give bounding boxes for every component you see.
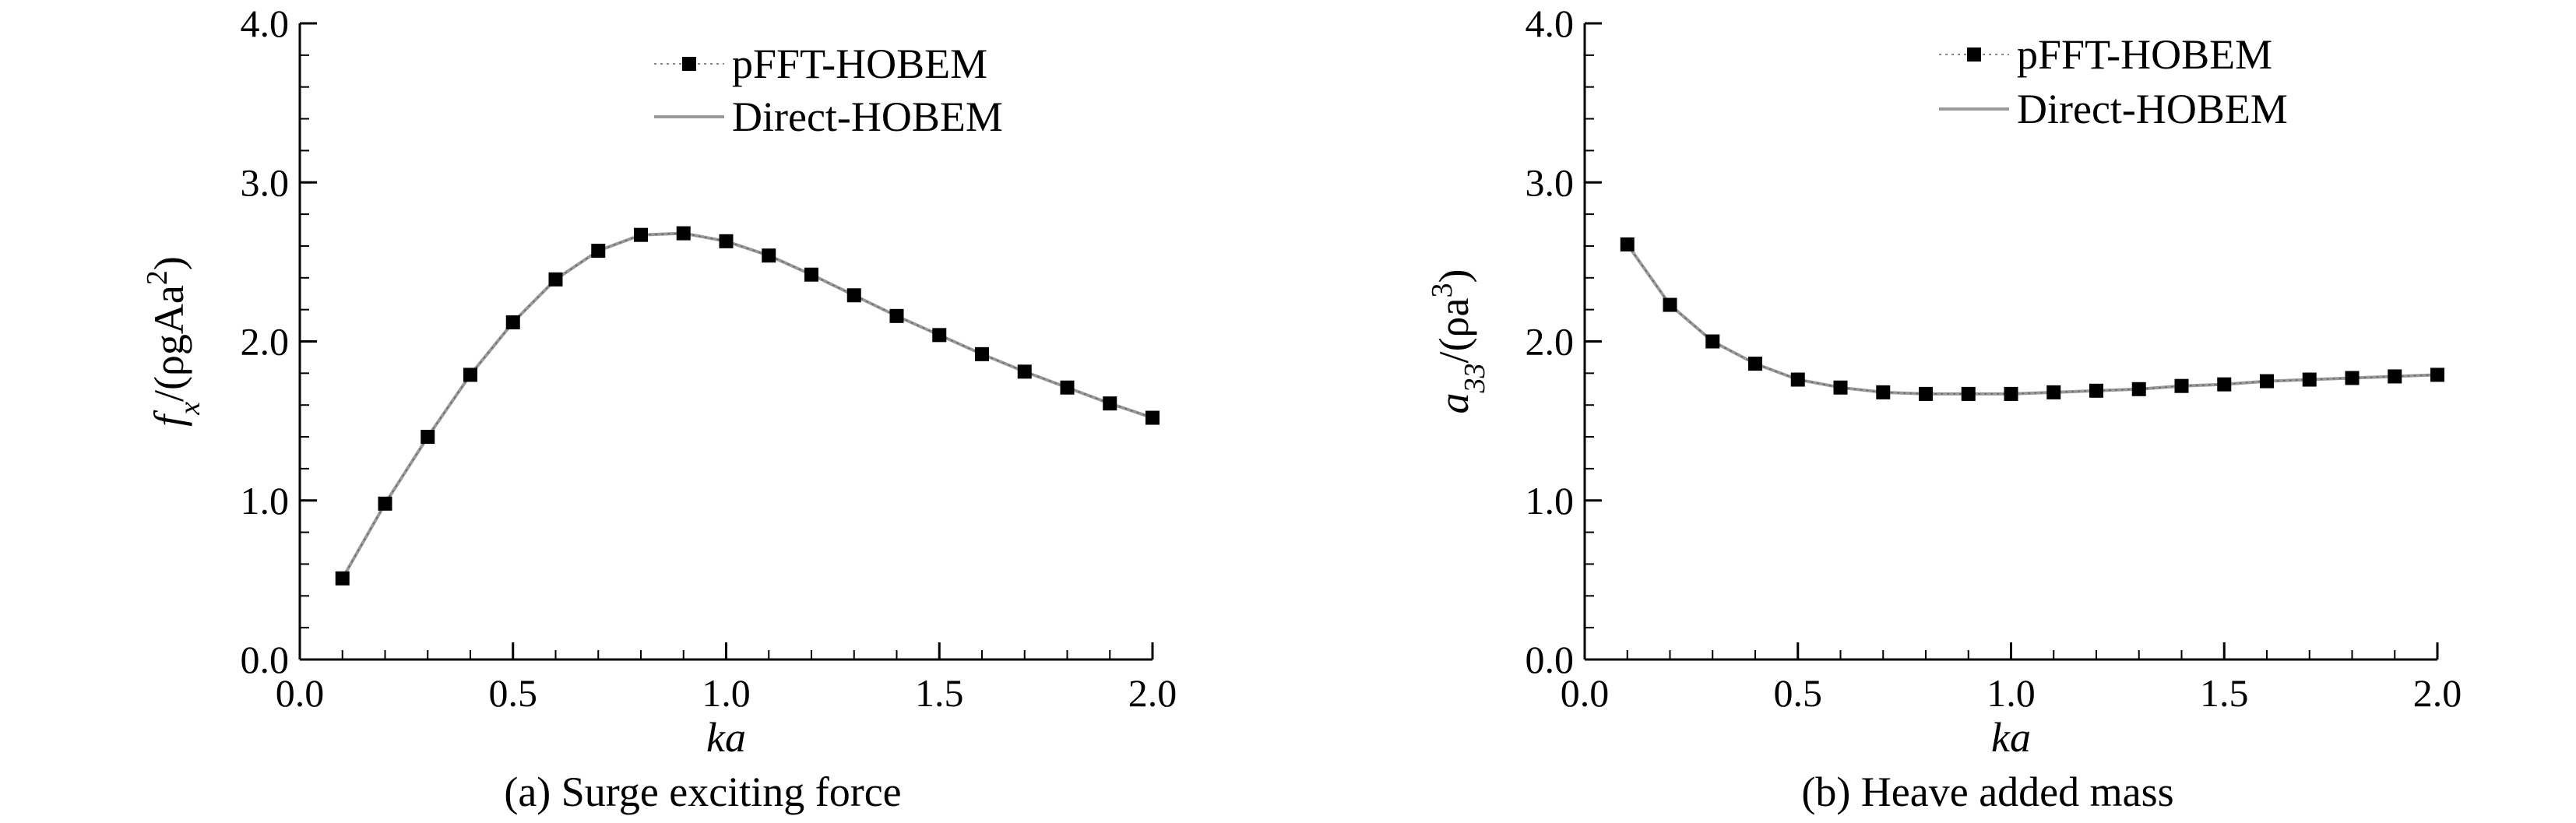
data-point-marker: [421, 430, 435, 445]
x-tick-label: 1.0: [1987, 671, 2036, 715]
data-point-marker: [1748, 357, 1762, 371]
y-tick-label: 4.0: [1526, 2, 1575, 45]
x-tick-label: 0.0: [276, 671, 325, 715]
data-point-marker: [463, 368, 477, 382]
data-point-marker: [1620, 237, 1635, 251]
series-line-direct-hobem: [1626, 243, 2438, 396]
data-point-marker: [548, 272, 563, 287]
data-point-marker: [889, 308, 904, 323]
legend-label-pffthobem: pFFT-HOBEM: [2017, 31, 2272, 78]
x-tick-label: 0.5: [1774, 671, 1823, 715]
data-point-marker: [719, 234, 734, 248]
y-axis-title-base: a: [1431, 392, 1477, 413]
y-axis-title: a33/(ρa3): [1426, 269, 1491, 414]
data-point-marker: [591, 244, 606, 259]
series-line-direct-hobem: [341, 231, 1153, 579]
y-tick-label: 3.0: [241, 160, 290, 204]
data-point-marker: [762, 248, 776, 263]
data-point-marker: [1663, 297, 1677, 312]
x-tick-label: 2.0: [1128, 671, 1177, 715]
data-point-marker: [932, 328, 947, 343]
data-point-marker: [1961, 386, 1976, 401]
data-point-marker: [1790, 372, 1805, 387]
panel-heave-added-mass: 0.0 1.0 2.0 3.0 4.0 0.0 0.5 1.0 1.5 2.0 ka a33/(ρa3…: [1426, 2, 2462, 815]
data-point-marker: [846, 288, 861, 303]
y-tick-label: 1.0: [1526, 479, 1575, 522]
y-axis-title-text: /(ρgAa: [146, 285, 192, 402]
y-axis-title-close: ): [1431, 269, 1477, 283]
data-point-marker: [2174, 378, 2189, 393]
legend-label-direct-hobem: Direct-HOBEM: [732, 93, 1003, 140]
data-point-marker: [1833, 380, 1848, 395]
x-tick-label: 2.0: [2413, 671, 2462, 715]
y-tick-label: 0.0: [241, 638, 290, 681]
data-point-marker: [2004, 386, 2018, 401]
data-point-marker: [676, 226, 691, 241]
series-dotted-line-pffthobem: [342, 232, 1153, 579]
y-axis-title-superscript: 2: [141, 270, 174, 285]
data-point-marker: [1145, 410, 1160, 425]
panel-caption: (b) Heave added mass: [1801, 768, 2173, 815]
data-point-marker: [2345, 371, 2360, 385]
y-tick-label: 1.0: [241, 479, 290, 522]
y-axis-title-text: /(ρa: [1431, 298, 1477, 364]
data-point-marker: [1060, 380, 1075, 395]
y-axis-title-superscript: 3: [1426, 283, 1459, 298]
data-point-marker: [1103, 396, 1117, 411]
y-tick-label: 4.0: [241, 2, 290, 45]
legend-label-pffthobem: pFFT-HOBEM: [732, 40, 987, 87]
data-point-marker: [975, 346, 989, 361]
data-point-marker: [2089, 383, 2103, 398]
y-axis-title-subscript: x: [174, 402, 206, 416]
data-point-marker: [335, 571, 350, 586]
data-point-marker: [2260, 374, 2274, 389]
data-point-marker: [2388, 369, 2402, 384]
data-point-marker: [378, 496, 392, 511]
x-tick-label: 1.0: [702, 671, 751, 715]
y-tick-label: 3.0: [1526, 160, 1575, 204]
data-point-marker: [2217, 377, 2232, 392]
y-axis-title-subscript: 33: [1459, 363, 1491, 393]
data-point-marker: [2430, 368, 2444, 382]
data-point-marker: [1017, 364, 1032, 379]
data-point-marker: [804, 267, 818, 282]
legend-marker-swatch: [1967, 47, 1981, 62]
panel-surge-exciting-force: 0.0 1.0 2.0 3.0 4.0 0.0 0.5 1.0 1.5 2.0 ka fx/(ρgAa…: [141, 2, 1177, 815]
y-tick-label: 2.0: [1526, 320, 1575, 364]
y-tick-label: 2.0: [241, 320, 290, 364]
data-point-marker: [2131, 382, 2146, 396]
data-point-marker: [1705, 334, 1720, 349]
y-axis-title-close: ): [146, 256, 192, 270]
x-axis-title: ka: [1991, 714, 2031, 761]
x-tick-label: 1.5: [915, 671, 964, 715]
y-axis-title: fx/(ρgAa2): [141, 256, 206, 427]
data-point-marker: [505, 315, 520, 329]
data-point-marker: [1876, 385, 1891, 399]
series-dotted-line-pffthobem: [1627, 244, 2438, 395]
data-point-marker: [2046, 385, 2061, 399]
legend-marker-swatch: [682, 57, 696, 71]
x-tick-label: 0.5: [489, 671, 538, 715]
y-tick-label: 0.0: [1526, 638, 1575, 681]
data-point-marker: [634, 227, 648, 242]
data-point-marker: [1919, 386, 1933, 401]
x-tick-label: 1.5: [2200, 671, 2249, 715]
legend-label-direct-hobem: Direct-HOBEM: [2017, 86, 2288, 132]
panel-caption: (a) Surge exciting force: [504, 768, 901, 815]
data-point-marker: [2302, 372, 2317, 387]
x-tick-label: 0.0: [1561, 671, 1610, 715]
x-axis-title: ka: [706, 714, 746, 761]
